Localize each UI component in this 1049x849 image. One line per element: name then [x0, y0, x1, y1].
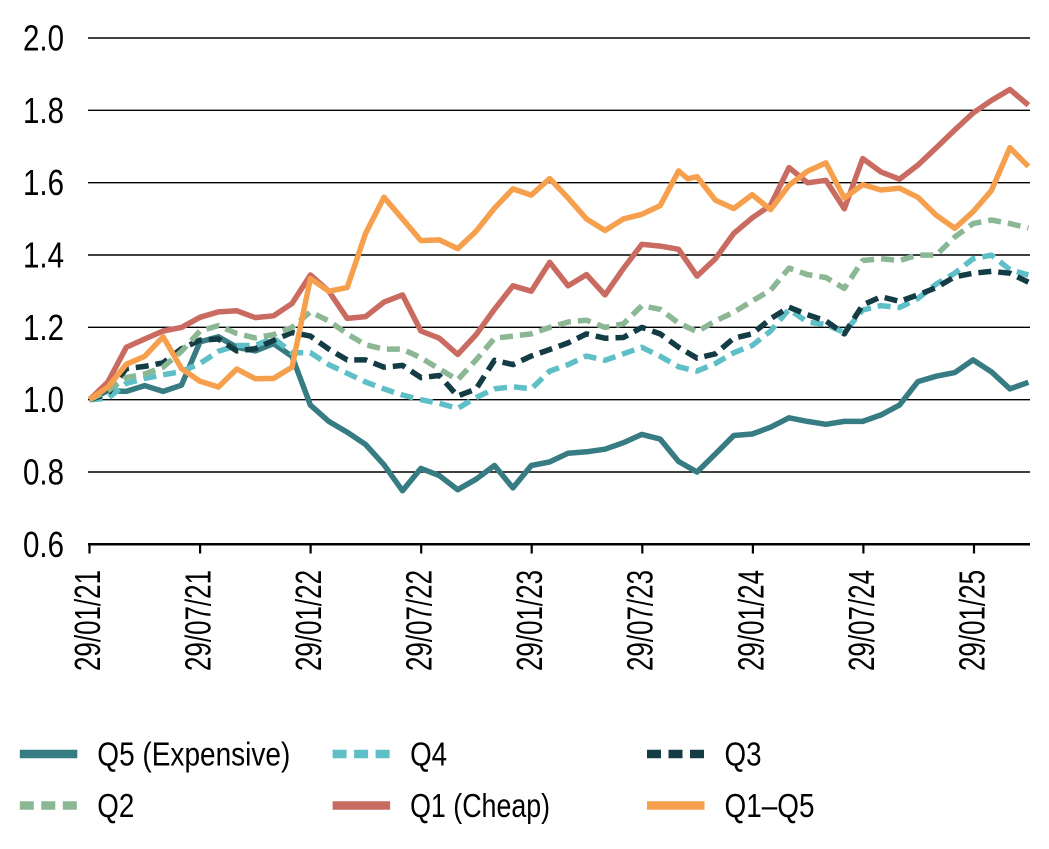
svg-text:29/01/21: 29/01/21 [67, 570, 108, 671]
svg-text:29/01/23: 29/01/23 [509, 570, 550, 671]
svg-text:29/07/21: 29/07/21 [178, 570, 219, 671]
svg-text:1.8: 1.8 [23, 90, 64, 131]
svg-text:Q2: Q2 [97, 787, 134, 824]
svg-text:29/01/22: 29/01/22 [288, 570, 329, 671]
svg-text:Q4: Q4 [410, 736, 447, 773]
svg-text:1.0: 1.0 [23, 379, 64, 420]
svg-text:29/07/22: 29/07/22 [399, 570, 440, 671]
svg-text:1.2: 1.2 [23, 307, 64, 348]
svg-text:29/07/24: 29/07/24 [841, 570, 882, 671]
svg-text:29/07/23: 29/07/23 [620, 570, 661, 671]
svg-text:29/01/24: 29/01/24 [730, 570, 771, 671]
svg-text:Q5 (Expensive): Q5 (Expensive) [97, 736, 290, 773]
svg-text:0.6: 0.6 [23, 524, 64, 565]
svg-text:Q1 (Cheap): Q1 (Cheap) [410, 787, 550, 824]
svg-text:2.0: 2.0 [23, 18, 64, 59]
svg-text:Q3: Q3 [725, 736, 762, 773]
svg-text:Q1–Q5: Q1–Q5 [725, 787, 815, 824]
svg-text:1.6: 1.6 [23, 162, 64, 203]
svg-text:0.8: 0.8 [23, 452, 64, 493]
svg-text:29/01/25: 29/01/25 [951, 570, 992, 671]
svg-text:1.4: 1.4 [23, 235, 64, 276]
